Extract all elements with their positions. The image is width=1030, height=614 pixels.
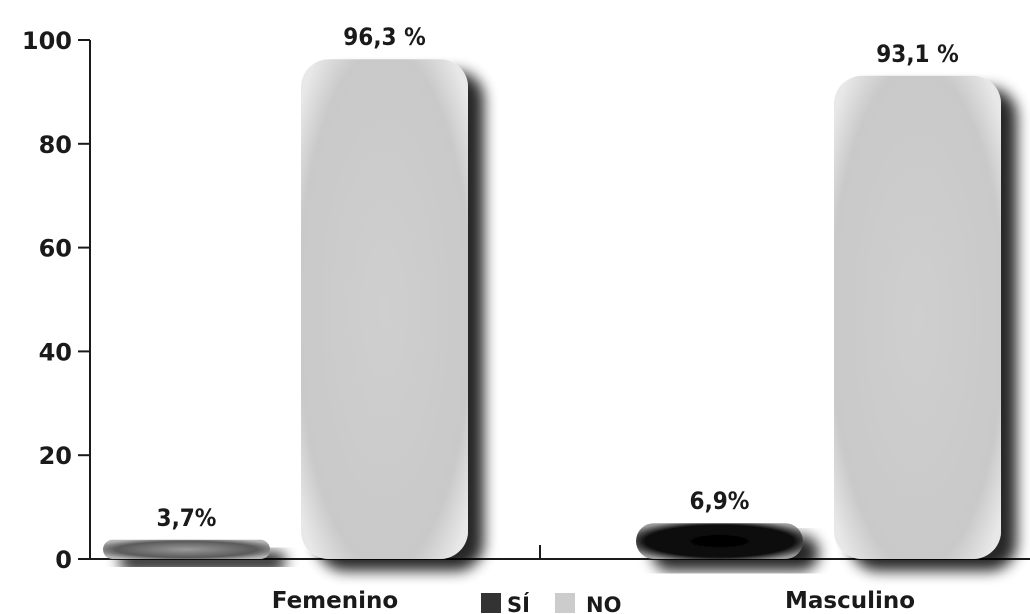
legend-swatch-si	[481, 593, 501, 613]
y-tick-label-40: 40	[39, 338, 72, 366]
y-tick-label-20: 20	[39, 442, 72, 470]
y-tick-label-60: 60	[39, 235, 72, 263]
bar-masculino-no	[834, 75, 1001, 559]
legend: SÍ NO	[481, 592, 621, 614]
y-tick-label-80: 80	[39, 131, 72, 159]
y-tick-label-0: 0	[55, 546, 72, 574]
legend-swatch-no	[555, 593, 575, 613]
legend-label-si: SÍ	[507, 592, 530, 614]
data-labels: 3,7% 96,3 % 6,9% 93,1 %	[157, 23, 959, 532]
category-label-masculino: Masculino	[785, 588, 915, 614]
bar-femenino-no	[301, 59, 468, 559]
data-label-femenino-si: 3,7%	[157, 504, 217, 532]
category-labels: Femenino Masculino	[272, 588, 915, 614]
data-label-femenino-no: 96,3 %	[343, 23, 425, 51]
bars	[103, 59, 1001, 559]
legend-label-no: NO	[586, 593, 621, 614]
data-label-masculino-no: 93,1 %	[876, 40, 958, 68]
y-tick-label-100: 100	[22, 27, 72, 55]
y-axis-ticks: 0 20 40 60 80 100	[22, 27, 90, 574]
bar-masculino-si	[636, 523, 803, 559]
category-label-femenino: Femenino	[272, 588, 398, 614]
data-label-masculino-si: 6,9%	[690, 487, 750, 515]
bar-femenino-si	[103, 539, 270, 559]
